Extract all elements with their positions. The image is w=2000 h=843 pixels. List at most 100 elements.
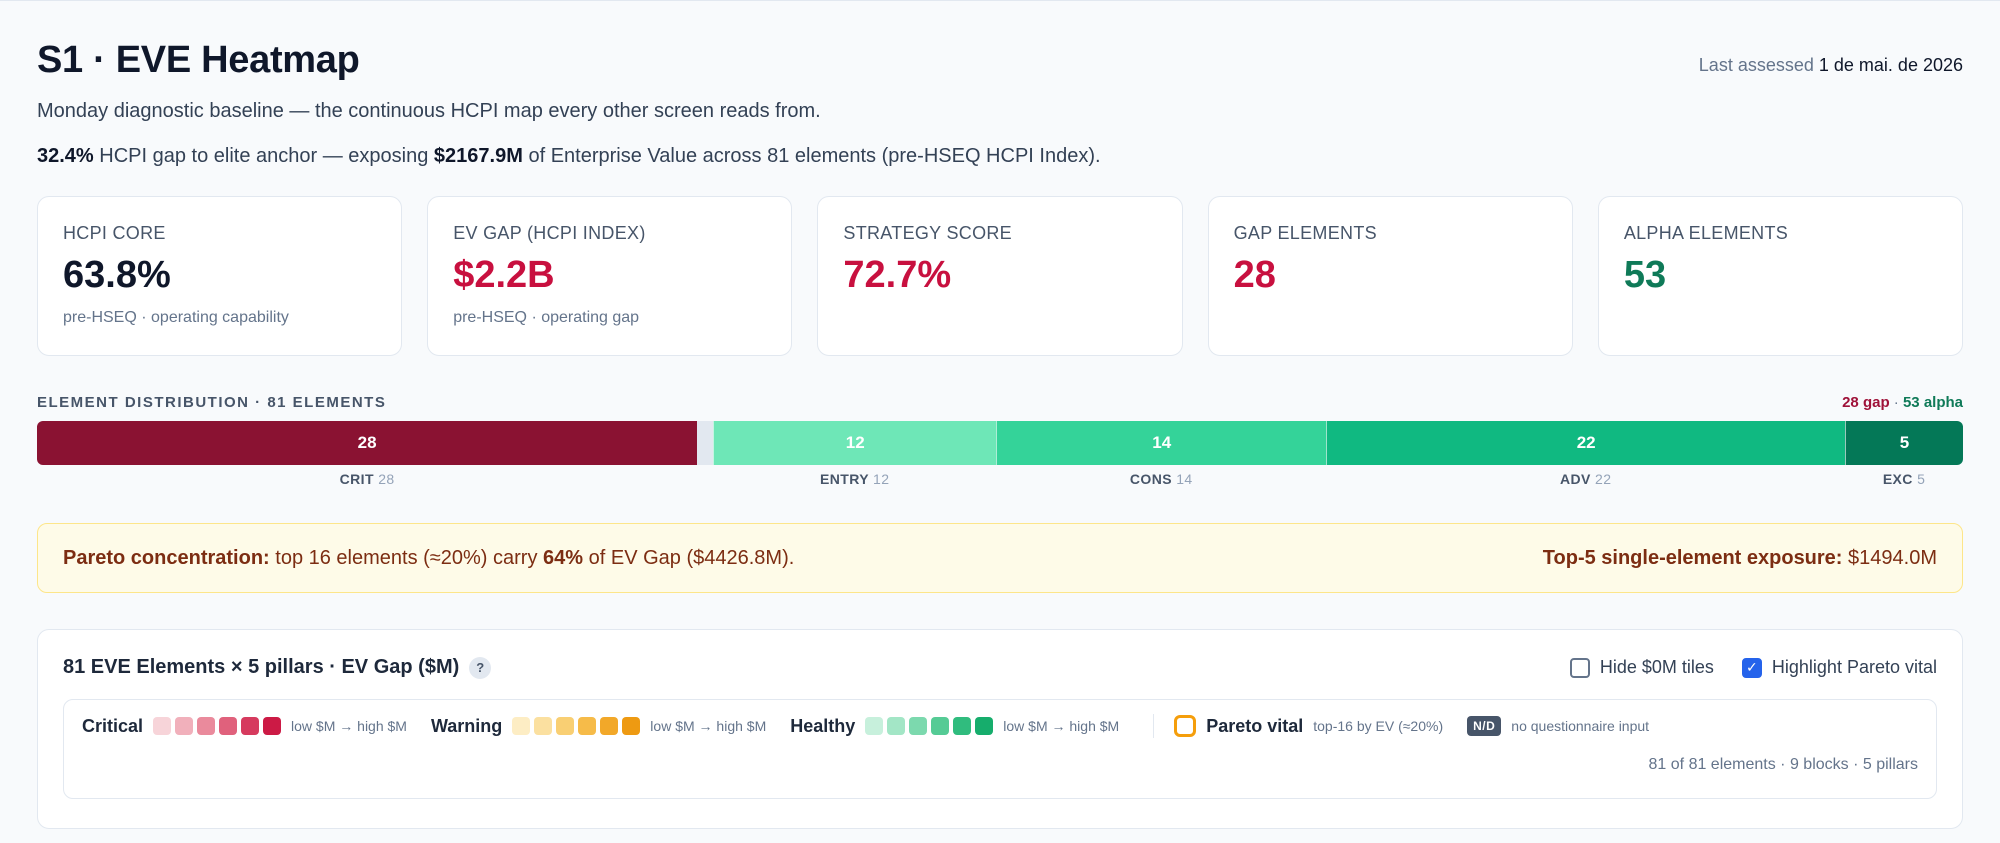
- legend-warning-label: Warning: [430, 715, 503, 736]
- heatmap-footer-count: 81 of 81 elements · 9 blocks · 5 pillars: [1648, 756, 1918, 773]
- distribution-segment-entry: 12: [713, 421, 997, 465]
- headline-value: $2167.9M: [433, 145, 523, 167]
- heatmap-title-text: 81 EVE Elements × 5 pillars · EV Gap ($M…: [63, 656, 460, 678]
- critical-swatch-4: [219, 717, 238, 735]
- healthy-swatches: [865, 717, 994, 735]
- healthy-swatch-6: [975, 717, 994, 735]
- meta-separator: ·: [1893, 394, 1899, 411]
- heatmap-legend: Critical low $M → high $M Warning low $M…: [63, 699, 1937, 799]
- assessed-label: Last assessed: [1698, 55, 1814, 75]
- last-assessed: Last assessed 1 de mai. de 2026: [1699, 55, 1963, 76]
- distribution-label-cons: CONS 14: [1129, 471, 1193, 487]
- page-title: S1 · EVE Heatmap: [37, 39, 360, 81]
- legend-critical-range: low $M → high $M: [291, 718, 407, 734]
- legend-warning-range: low $M → high $M: [650, 718, 767, 734]
- hide-zero-label: Hide $0M tiles: [1599, 657, 1714, 677]
- critical-swatch-3: [197, 717, 216, 735]
- legend-healthy: Healthy low $M → high $M: [790, 716, 1119, 737]
- kpi-alpha-elements: ALPHA ELEMENTS 53: [1597, 196, 1964, 356]
- legend-row: Critical low $M → high $M Warning low $M…: [82, 714, 1918, 738]
- legend-divider: [1153, 714, 1155, 738]
- exposure-value: $1494.0M: [1848, 546, 1937, 569]
- kpi-value: $2.2B: [453, 254, 555, 296]
- heatmap-panel: 81 EVE Elements × 5 pillars · EV Gap ($M…: [37, 629, 1963, 829]
- highlight-pareto-checkbox[interactable]: ✓: [1741, 657, 1762, 678]
- warning-swatch-3: [556, 717, 575, 735]
- warning-swatch-2: [534, 717, 553, 735]
- legend-healthy-range: low $M → high $M: [1003, 718, 1120, 734]
- warning-swatches: [512, 717, 641, 735]
- healthy-swatch-3: [909, 717, 928, 735]
- heatmap-title: 81 EVE Elements × 5 pillars · EV Gap ($M…: [63, 656, 492, 679]
- legend-nd-desc: no questionnaire input: [1511, 718, 1650, 734]
- healthy-swatch-4: [931, 717, 950, 735]
- distribution-segment-exc: 5: [1845, 421, 1963, 465]
- kpi-sub: pre-HSEQ · operating gap: [453, 309, 640, 326]
- kpi-cards: HCPI CORE 63.8% pre-HSEQ · operating cap…: [37, 196, 1964, 356]
- legend-pareto-label: Pareto vital: [1206, 715, 1304, 736]
- pareto-label: Pareto concentration:: [63, 546, 270, 569]
- legend-pareto-desc: top-16 by EV (≈20%): [1313, 718, 1444, 734]
- pareto-vital-swatch: [1174, 715, 1197, 737]
- distribution-header: ELEMENT DISTRIBUTION · 81 ELEMENTS 28 ga…: [37, 394, 1963, 411]
- pareto-pct: 64%: [543, 546, 584, 569]
- nd-badge: N/D: [1467, 716, 1502, 736]
- pareto-text1: top 16 elements (≈20%) carry: [275, 546, 538, 569]
- distribution-segment-adv: 22: [1326, 421, 1846, 465]
- headline-end: of Enterprise Value across 81 elements (…: [528, 145, 1101, 167]
- heatmap-toggles: Hide $0M tiles ✓ Highlight Pareto vital: [1569, 657, 1937, 678]
- title-row: S1 · EVE Heatmap Last assessed 1 de mai.…: [37, 1, 1963, 82]
- healthy-swatch-2: [887, 717, 906, 735]
- kpi-value: 53: [1623, 254, 1667, 296]
- healthy-swatch-5: [953, 717, 972, 735]
- distribution-label-crit: CRIT 28: [339, 471, 395, 487]
- highlight-pareto-label: Highlight Pareto vital: [1771, 657, 1937, 677]
- warning-swatch-6: [622, 717, 641, 735]
- gap-count: 28 gap: [1842, 394, 1890, 411]
- distribution-segment-warn: [697, 421, 714, 465]
- alpha-count: 53 alpha: [1902, 394, 1963, 411]
- kpi-label: ALPHA ELEMENTS: [1623, 223, 1789, 243]
- kpi-hcpi-core: HCPI CORE 63.8% pre-HSEQ · operating cap…: [37, 196, 403, 356]
- distribution-segment-cons: 14: [996, 421, 1327, 465]
- kpi-value: 72.7%: [843, 254, 952, 296]
- legend-nd: N/D no questionnaire input: [1467, 716, 1649, 736]
- legend-warning: Warning low $M → high $M: [431, 716, 766, 737]
- kpi-label: HCPI CORE: [63, 223, 166, 243]
- critical-swatch-5: [241, 717, 260, 735]
- highlight-pareto-toggle[interactable]: ✓ Highlight Pareto vital: [1741, 657, 1937, 678]
- kpi-sub: pre-HSEQ · operating capability: [63, 309, 289, 326]
- pareto-concentration: Pareto concentration: top 16 elements (≈…: [63, 547, 794, 570]
- distribution-label-exc: EXC 5: [1882, 471, 1926, 487]
- kpi-label: STRATEGY SCORE: [843, 223, 1012, 243]
- distribution-segment-crit: 28: [37, 421, 698, 465]
- distribution-meta: 28 gap · 53 alpha: [1842, 394, 1963, 411]
- exposure-label: Top-5 single-element exposure:: [1542, 546, 1843, 569]
- pareto-text2: of EV Gap ($4426.8M).: [588, 546, 795, 569]
- warning-swatch-1: [512, 717, 531, 735]
- headline-summary: 32.4% HCPI gap to elite anchor — exposin…: [37, 145, 1963, 168]
- critical-swatch-6: [263, 717, 282, 735]
- help-icon[interactable]: ?: [469, 656, 492, 679]
- distribution-label-entry: ENTRY 12: [820, 471, 890, 487]
- legend-critical: Critical low $M → high $M: [82, 716, 407, 737]
- critical-swatch-2: [175, 717, 194, 735]
- hide-zero-checkbox[interactable]: [1569, 657, 1590, 678]
- top5-exposure: Top-5 single-element exposure: $1494.0M: [1543, 547, 1937, 570]
- pareto-banner: Pareto concentration: top 16 elements (≈…: [37, 523, 1963, 593]
- warning-swatch-4: [578, 717, 597, 735]
- legend-critical-label: Critical: [82, 715, 144, 736]
- page-subtitle: Monday diagnostic baseline — the continu…: [37, 100, 821, 122]
- assessed-date: 1 de mai. de 2026: [1818, 55, 1963, 75]
- heatmap-header: 81 EVE Elements × 5 pillars · EV Gap ($M…: [63, 656, 1937, 679]
- warning-swatch-5: [600, 717, 619, 735]
- healthy-swatch-1: [865, 717, 884, 735]
- distribution-labels: CRIT 28 ENTRY 12 CONS 14 ADV 22 EXC 5: [37, 471, 1963, 499]
- headline-pct: 32.4%: [37, 145, 94, 167]
- kpi-value: 63.8%: [63, 254, 171, 296]
- kpi-gap-elements: GAP ELEMENTS 28: [1207, 196, 1573, 356]
- hide-zero-toggle[interactable]: Hide $0M tiles: [1569, 657, 1714, 678]
- critical-swatches: [153, 717, 282, 735]
- kpi-value: 28: [1233, 254, 1276, 296]
